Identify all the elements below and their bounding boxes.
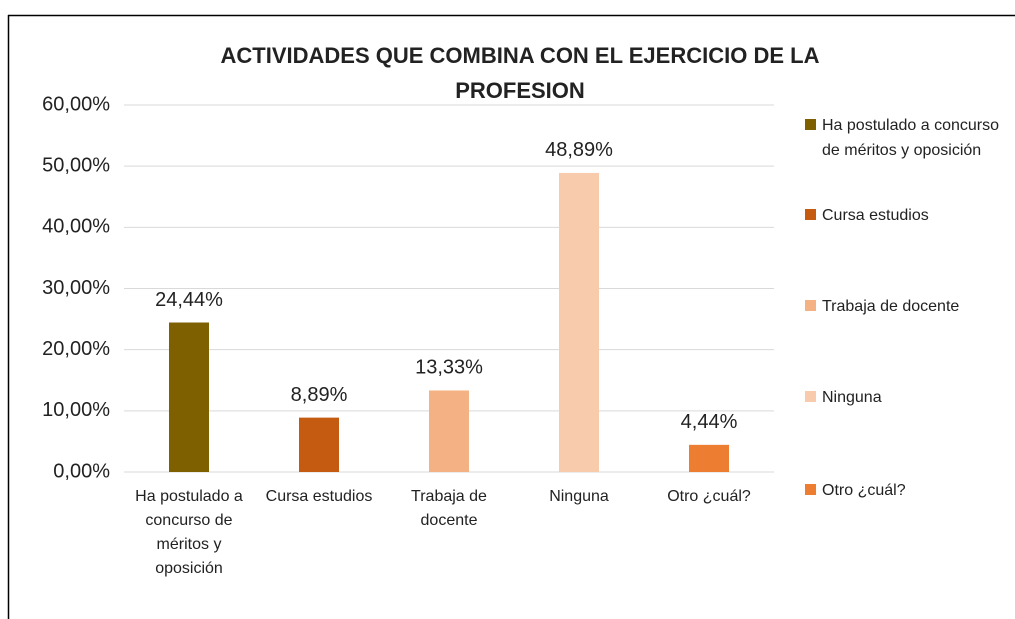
y-tick-label: 60,00% <box>42 93 110 115</box>
value-label: 48,89% <box>545 139 613 161</box>
legend-label: Ha postulado a concurso de méritos y opo… <box>822 117 999 159</box>
legend-swatch <box>805 300 816 311</box>
bar <box>689 444 729 472</box>
bar <box>169 322 209 472</box>
value-label: 24,44% <box>155 289 223 311</box>
legend-label: Cursa estudios <box>822 207 929 224</box>
legend-label: Trabaja de docente <box>822 298 960 315</box>
legend-swatch <box>805 391 816 402</box>
x-tick-label: Otro ¿cuál? <box>667 488 751 505</box>
value-label: 4,44% <box>681 411 738 433</box>
value-label: 13,33% <box>415 357 483 379</box>
y-tick-label: 50,00% <box>42 154 110 176</box>
bar <box>429 390 469 472</box>
y-tick-label: 20,00% <box>42 338 110 360</box>
legend-label: Ninguna <box>822 389 882 406</box>
legend-swatch <box>805 119 816 130</box>
y-tick-label: 10,00% <box>42 399 110 421</box>
legend-swatch <box>805 209 816 220</box>
bar <box>299 417 339 472</box>
x-tick-label: Cursa estudios <box>265 488 373 505</box>
y-tick-label: 40,00% <box>42 216 110 238</box>
chart-title: ACTIVIDADES QUE COMBINA CON EL EJERCICIO… <box>220 43 820 103</box>
y-tick-label: 30,00% <box>42 277 110 299</box>
legend-label: Otro ¿cuál? <box>822 482 906 499</box>
x-tick-label: Ninguna <box>549 488 609 505</box>
legend-swatch <box>805 484 816 495</box>
y-tick-label: 0,00% <box>53 460 110 482</box>
bar <box>559 172 599 472</box>
value-label: 8,89% <box>291 384 348 406</box>
x-tick-label: Ha postulado a concurso de méritos y opo… <box>135 488 243 577</box>
x-tick-label: Trabaja de docente <box>411 488 487 529</box>
